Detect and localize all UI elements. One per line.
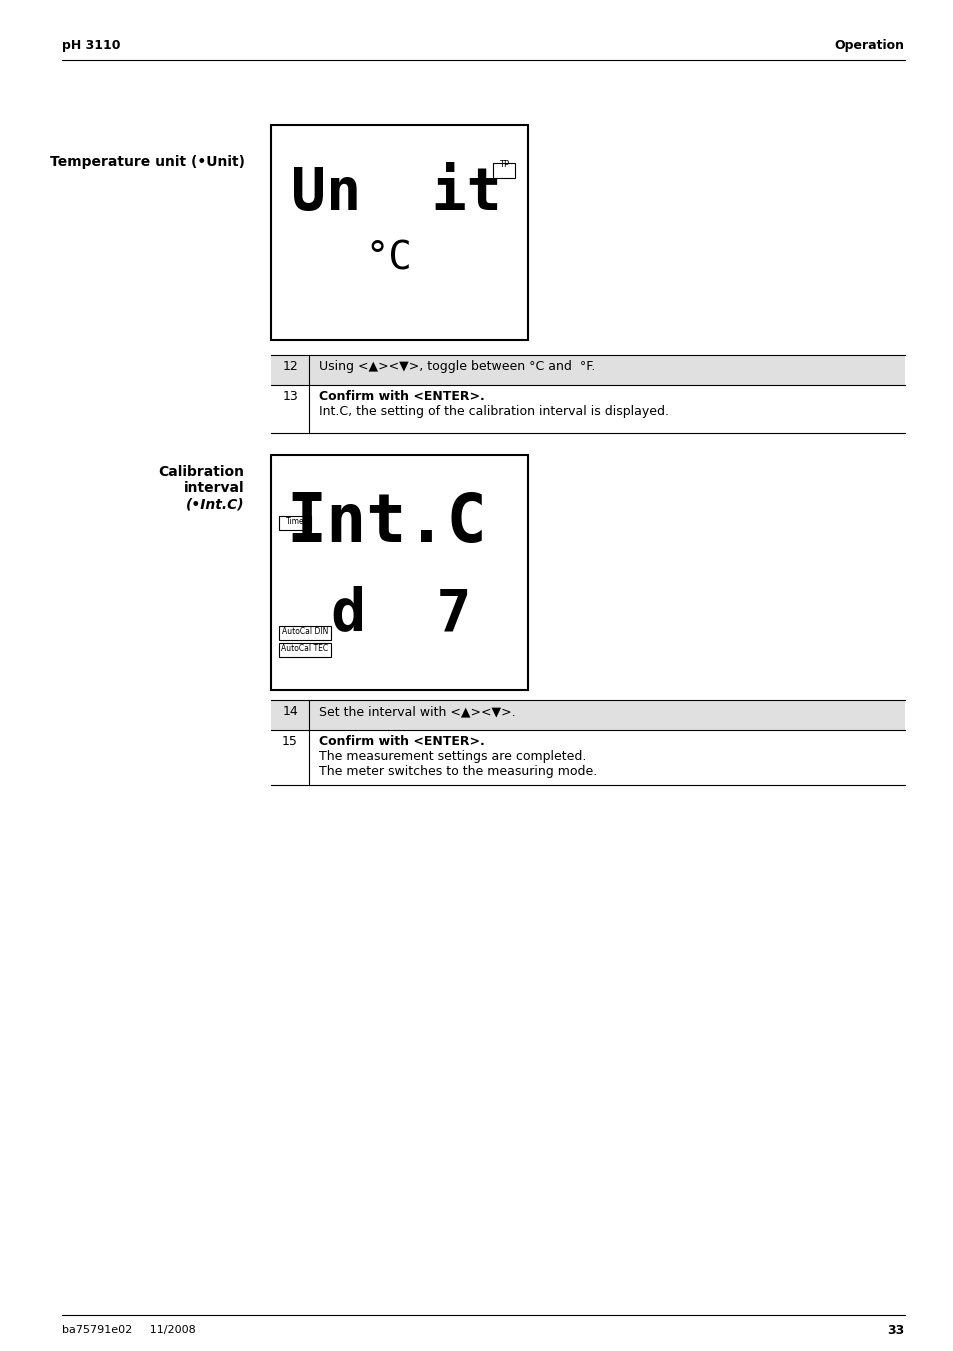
Text: Calibration: Calibration bbox=[158, 465, 245, 480]
Text: 12: 12 bbox=[282, 359, 297, 373]
Text: 14: 14 bbox=[282, 705, 297, 717]
Bar bbox=[271, 700, 903, 730]
Text: d  7: d 7 bbox=[330, 585, 471, 642]
Text: 13: 13 bbox=[282, 390, 297, 403]
Bar bbox=[279, 626, 330, 640]
Bar bbox=[271, 385, 903, 434]
Bar bbox=[271, 126, 527, 340]
Bar bbox=[279, 643, 330, 657]
Text: 15: 15 bbox=[282, 735, 297, 748]
Text: °C: °C bbox=[365, 240, 412, 278]
Text: Confirm with <ENTER>.: Confirm with <ENTER>. bbox=[318, 390, 484, 403]
Text: Set the interval with <▲><▼>.: Set the interval with <▲><▼>. bbox=[318, 705, 515, 717]
Text: Operation: Operation bbox=[834, 38, 903, 51]
Text: pH 3110: pH 3110 bbox=[62, 38, 121, 51]
Bar bbox=[271, 455, 527, 690]
Text: Int.C: Int.C bbox=[286, 490, 486, 557]
Text: Temperature unit (•Unit): Temperature unit (•Unit) bbox=[50, 155, 245, 169]
Text: Time: Time bbox=[285, 517, 304, 526]
Text: Confirm with <ENTER>.: Confirm with <ENTER>. bbox=[318, 735, 484, 748]
Text: Un  it: Un it bbox=[291, 165, 501, 222]
Text: (•Int.C): (•Int.C) bbox=[186, 497, 245, 511]
Text: AutoCal TEC: AutoCal TEC bbox=[281, 644, 328, 653]
Text: Using <▲><▼>, toggle between °C and  °F.: Using <▲><▼>, toggle between °C and °F. bbox=[318, 359, 595, 373]
Text: ba75791e02     11/2008: ba75791e02 11/2008 bbox=[62, 1325, 195, 1335]
Text: TP: TP bbox=[498, 159, 509, 169]
Text: The meter switches to the measuring mode.: The meter switches to the measuring mode… bbox=[318, 765, 597, 778]
Bar bbox=[279, 516, 311, 530]
Text: Int.C, the setting of the calibration interval is displayed.: Int.C, the setting of the calibration in… bbox=[318, 405, 668, 417]
Bar bbox=[493, 163, 515, 178]
Bar bbox=[271, 730, 903, 785]
Text: 33: 33 bbox=[886, 1324, 903, 1336]
Text: The measurement settings are completed.: The measurement settings are completed. bbox=[318, 750, 585, 763]
Text: interval: interval bbox=[184, 481, 245, 494]
Text: AutoCal DIN: AutoCal DIN bbox=[281, 627, 328, 636]
Bar bbox=[271, 355, 903, 385]
